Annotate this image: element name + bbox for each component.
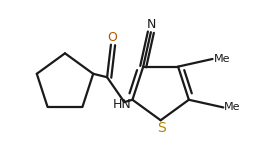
Text: Me: Me [214,54,230,64]
Text: N: N [147,18,156,31]
Text: S: S [157,121,166,134]
Text: HN: HN [113,98,132,111]
Text: O: O [107,31,117,44]
Text: Me: Me [224,102,241,113]
